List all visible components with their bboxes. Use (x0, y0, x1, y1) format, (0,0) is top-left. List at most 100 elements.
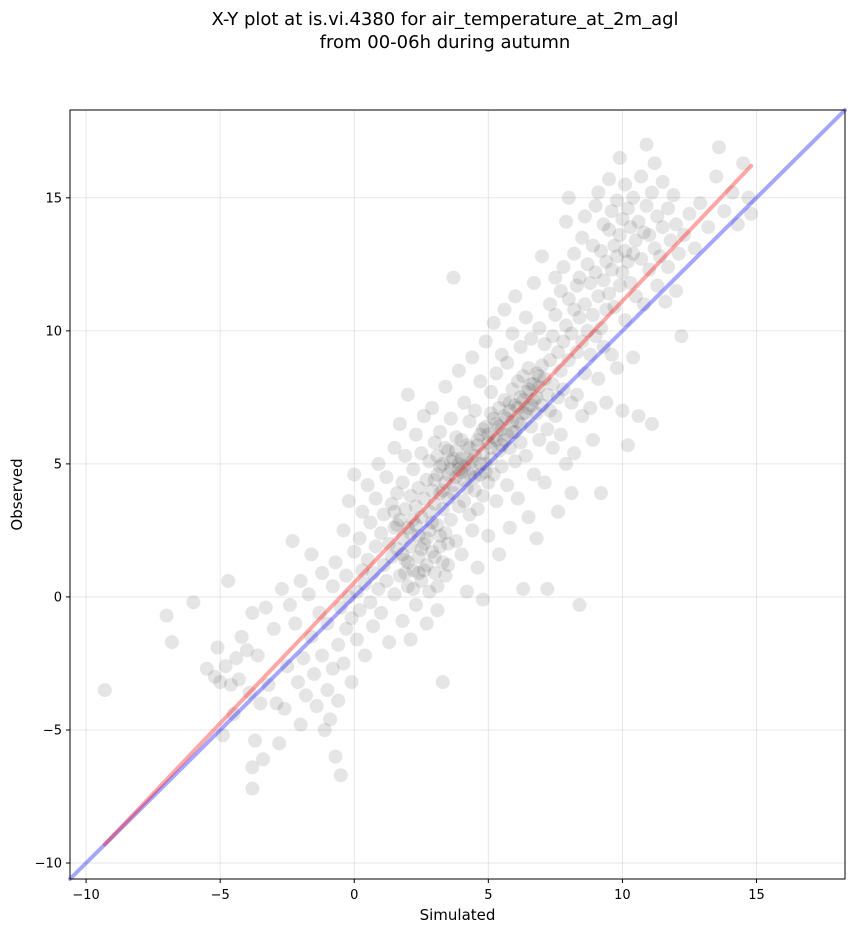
scatter-point-209 (486, 430, 501, 445)
scatter-point-334 (599, 254, 614, 269)
scatter-point-173 (454, 464, 469, 479)
scatter-point-211 (486, 315, 501, 330)
scatter-point-103 (390, 542, 405, 557)
scatter-point-356 (618, 177, 633, 192)
scatter-point-393 (671, 246, 686, 261)
scatter-point-59 (333, 600, 348, 615)
scatter-point-98 (384, 550, 399, 565)
scatter-point-411 (398, 565, 413, 580)
scatter-point-444 (470, 432, 485, 447)
scatter-point-55 (328, 749, 343, 764)
scatter-point-64 (339, 621, 354, 636)
scatter-point-67 (344, 675, 359, 690)
scatter-point-394 (674, 329, 689, 344)
scatter-point-338 (602, 286, 617, 301)
scatter-point-376 (642, 228, 657, 243)
scatter-point-14 (231, 672, 246, 687)
scatter-point-141 (425, 544, 440, 559)
scatter-point-416 (411, 565, 426, 580)
scatter-point-36 (290, 675, 305, 690)
scatter-point-401 (711, 140, 726, 155)
scatter-point-88 (371, 456, 386, 471)
y-tick-label-4: 10 (45, 324, 62, 339)
scatter-point-447 (478, 464, 493, 479)
scatter-point-435 (446, 478, 461, 493)
y-tick-label-5: 15 (45, 191, 62, 206)
scatter-point-50 (320, 683, 335, 698)
scatter-point-24 (256, 752, 271, 767)
scatter-point-202 (478, 334, 493, 349)
scatter-point-248 (521, 361, 536, 376)
scatter-point-96 (382, 635, 397, 650)
scatter-point-210 (486, 467, 501, 482)
scatter-point-70 (347, 467, 362, 482)
scatter-point-354 (618, 244, 633, 259)
scatter-point-347 (610, 361, 625, 376)
scatter-point-188 (467, 448, 482, 463)
scatter-point-364 (626, 350, 641, 365)
scatter-point-13 (229, 651, 244, 666)
scatter-point-108 (395, 531, 410, 546)
scatter-point-322 (588, 198, 603, 213)
scatter-point-228 (502, 440, 517, 455)
scatter-point-288 (556, 259, 571, 274)
scatter-point-80 (360, 478, 375, 493)
scatter-point-168 (449, 430, 464, 445)
scatter-point-220 (494, 459, 509, 474)
scatter-point-292 (559, 214, 574, 229)
scatter-point-454 (497, 409, 512, 424)
scatter-point-413 (403, 526, 418, 541)
x-axis-label: Simulated (420, 906, 496, 924)
scatter-point-336 (599, 395, 614, 410)
scatter-point-247 (518, 448, 533, 463)
x-tick-label-0: −10 (72, 888, 99, 903)
scatter-point-367 (631, 214, 646, 229)
scatter-point-325 (591, 289, 606, 304)
scatter-point-326 (591, 371, 606, 386)
scatter-point-459 (510, 401, 525, 416)
scatter-point-337 (602, 222, 617, 237)
scatter-point-58 (331, 693, 346, 708)
scatter-point-28 (269, 696, 284, 711)
scatter-point-345 (610, 249, 625, 264)
scatter-point-446 (475, 422, 490, 437)
scatter-point-427 (441, 536, 456, 551)
scatter-point-137 (422, 504, 437, 519)
scatter-point-384 (655, 174, 670, 189)
scatter-point-182 (462, 440, 477, 455)
scatter-point-66 (341, 589, 356, 604)
scatter-point-84 (366, 619, 381, 634)
scatter-point-181 (459, 584, 474, 599)
scatter-point-433 (441, 467, 456, 482)
one-to-one-line (68, 108, 847, 881)
scatter-point-9 (218, 659, 233, 674)
scatter-point-76 (355, 504, 370, 519)
scatter-point-16 (239, 643, 254, 658)
scatter-point-83 (366, 565, 381, 580)
scatter-point-185 (465, 462, 480, 477)
scatter-point-348 (612, 228, 627, 243)
scatter-point-127 (411, 550, 426, 565)
scatter-point-273 (543, 297, 558, 312)
scatter-point-86 (368, 539, 383, 554)
scatter-point-77 (357, 648, 372, 663)
scatter-point-54 (325, 661, 340, 676)
scatter-point-368 (631, 409, 646, 424)
scatter-point-339 (602, 172, 617, 187)
scatter-point-213 (489, 494, 504, 509)
scatter-point-308 (575, 334, 590, 349)
scatter-point-164 (446, 451, 461, 466)
scatter-point-374 (639, 137, 654, 152)
scatter-point-221 (497, 393, 512, 408)
scatter-point-369 (634, 252, 649, 267)
scatter-point-170 (451, 456, 466, 471)
scatter-point-2 (164, 635, 179, 650)
scatter-point-386 (658, 294, 673, 309)
scatter-point-259 (529, 531, 544, 546)
scatter-point-190 (467, 403, 482, 418)
scatter-point-455 (500, 427, 515, 442)
scatter-point-178 (457, 395, 472, 410)
scatter-point-112 (398, 448, 413, 463)
scatter-point-101 (387, 587, 402, 602)
scatter-point-244 (516, 581, 531, 596)
